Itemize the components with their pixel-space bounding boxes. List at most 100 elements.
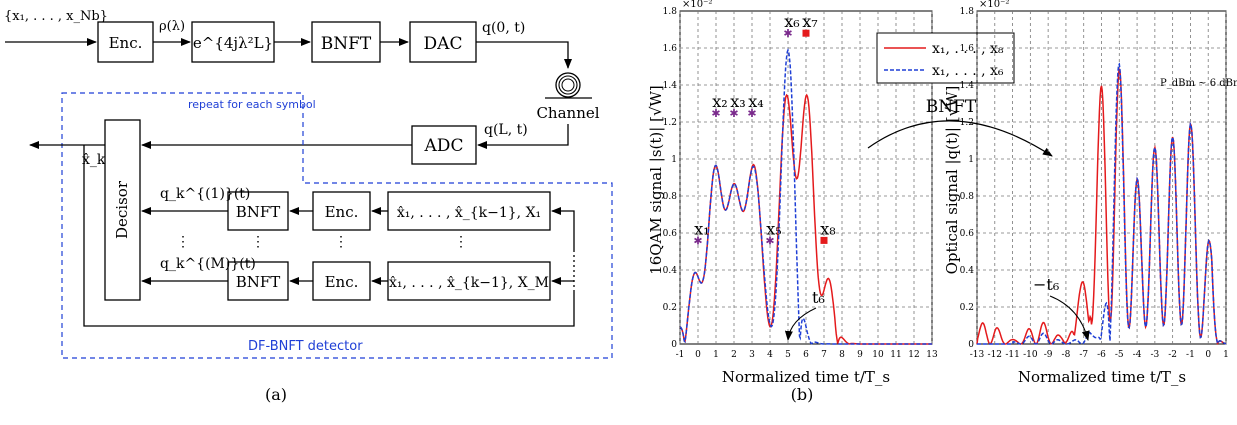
x-tick-label: 8 bbox=[839, 350, 845, 360]
left-xlabel: Normalized time t/T_s bbox=[722, 368, 890, 386]
x-tick-label: 0 bbox=[1205, 350, 1211, 360]
candidate-M-block bbox=[387, 261, 551, 301]
x-tick-label: -8 bbox=[1062, 350, 1071, 360]
svg-text:⋮: ⋮ bbox=[251, 234, 265, 250]
legend-label-red: x₁, . . . , x₈ bbox=[932, 41, 1004, 57]
left-series-x1-x6 bbox=[679, 48, 932, 345]
xhat-label: x̂_k bbox=[82, 152, 106, 168]
detector-label: DF-BNFT detector bbox=[248, 339, 363, 354]
x-tick-label: -4 bbox=[1133, 350, 1142, 360]
power-label: P_dBm ~ 6 dBm bbox=[1160, 78, 1237, 89]
repeat-region bbox=[61, 92, 613, 359]
y-tick-label: 0.2 bbox=[663, 303, 677, 313]
x-tick-label: 3 bbox=[749, 350, 755, 360]
legend: x₁, . . . , x₈ x₁, . . . , x₆ bbox=[876, 32, 1015, 84]
x-tick-label: 4 bbox=[767, 350, 773, 360]
y-tick-label: 1 bbox=[671, 155, 677, 165]
x-tick-label: -6 bbox=[1097, 350, 1106, 360]
x-tick-label: 0 bbox=[695, 350, 701, 360]
encoder-M-block bbox=[312, 261, 371, 301]
q1-label: q_k^{(1)}(t) bbox=[160, 186, 250, 202]
qL-label: q(L, t) bbox=[484, 122, 528, 138]
dispersion-label: e^{4jλ²L} bbox=[193, 34, 273, 52]
right-t6-annotation: −t₆ bbox=[1033, 275, 1059, 294]
block-diagram: {x₁, . . . , x_Nb} Enc. ρ(λ) e^{4jλ²L} B… bbox=[4, 9, 613, 404]
channel-label: Channel bbox=[536, 104, 599, 122]
chart-right: -13 -12 -11 -10 -9 -8 -7 -6 -5 -4 -3 -2 -1 0 100.20.40… bbox=[943, 0, 1237, 386]
adc-block bbox=[411, 125, 477, 165]
bnft-M-label: BNFT bbox=[236, 273, 281, 291]
qM-label: q_k^{(M)}(t) bbox=[160, 256, 256, 272]
x-tick-label: 13 bbox=[926, 350, 938, 360]
y-tick-label: 0.4 bbox=[960, 266, 975, 276]
bnft-tx-label: BNFT bbox=[321, 34, 372, 54]
input-label: {x₁, . . . , x_Nb} bbox=[4, 9, 108, 24]
dispersion-block bbox=[191, 21, 275, 63]
rho-label: ρ(λ) bbox=[159, 19, 185, 34]
symbol-label: x₇ bbox=[802, 12, 817, 31]
y-tick-label: 1.4 bbox=[663, 81, 678, 91]
x-tick-label: 10 bbox=[872, 350, 884, 360]
x-tick-label: -10 bbox=[1023, 350, 1038, 360]
left-t6-annotation: t₆ bbox=[812, 288, 825, 307]
channel-fiber-icon bbox=[545, 72, 592, 99]
x-tick-label: -1 bbox=[1186, 350, 1195, 360]
x-tick-label: 9 bbox=[857, 350, 863, 360]
y-tick-label: 1.8 bbox=[960, 7, 975, 17]
bnft-M-block bbox=[227, 261, 289, 301]
adc-label: ADC bbox=[424, 136, 464, 156]
y-tick-label: 0.4 bbox=[663, 266, 678, 276]
peak-marker: ✱ bbox=[765, 234, 774, 247]
peak-marker: ✱ bbox=[729, 107, 738, 120]
y-tick-label: 0 bbox=[968, 340, 974, 350]
encoder-label: Enc. bbox=[109, 34, 143, 52]
y-tick-label: 1.6 bbox=[960, 44, 975, 54]
y-tick-label: 0.6 bbox=[960, 229, 975, 239]
x-tick-label: -12 bbox=[988, 350, 1003, 360]
left-ticks: -1 0 1 2 3 4 5 6 7 8 9 10 11 12 1300.20.40.60.811.21.4… bbox=[663, 7, 938, 360]
svg-text:⋮: ⋮ bbox=[176, 234, 190, 250]
x-tick-label: 7 bbox=[821, 350, 827, 360]
chart-left: -1 0 1 2 3 4 5 6 7 8 9 10 11 12 1300.20.40.60.811.21.4… bbox=[647, 0, 938, 386]
symbol-label: x₆ bbox=[784, 12, 799, 31]
encoder-M-label: Enc. bbox=[325, 273, 359, 291]
svg-text:⋮: ⋮ bbox=[334, 234, 348, 250]
x-tick-label: -9 bbox=[1044, 350, 1053, 360]
symbol-label: x₅ bbox=[766, 219, 781, 238]
x-tick-label: 1 bbox=[1223, 350, 1229, 360]
x-tick-label: 5 bbox=[785, 350, 791, 360]
peak-marker: ✱ bbox=[693, 234, 702, 247]
x-tick-label: -13 bbox=[970, 350, 985, 360]
symbol-label: x₃ bbox=[730, 92, 745, 111]
ellipsis-dots: ⋮ ⋮ ⋮ ⋮ bbox=[176, 234, 468, 250]
y-tick-label: 0.6 bbox=[663, 229, 678, 239]
right-ticks: -13 -12 -11 -10 -9 -8 -7 -6 -5 -4 -3 -2 -1 0 100.20.40… bbox=[960, 7, 1229, 360]
q0-label: q(0, t) bbox=[482, 20, 525, 36]
legend-label-blue: x₁, . . . , x₆ bbox=[932, 63, 1004, 79]
candidate-M-label: x̂₁, . . . , x̂_{k−1}, X_M bbox=[389, 275, 549, 291]
y-tick-label: 0 bbox=[671, 340, 677, 350]
symbol-label: x₄ bbox=[748, 92, 763, 111]
peak-marker: ✱ bbox=[711, 107, 720, 120]
right-ylabel: Optical signal |q(t)| [√W] bbox=[943, 86, 961, 275]
dac-block bbox=[409, 21, 477, 63]
y-tick-label: 1.6 bbox=[663, 44, 678, 54]
symbol-label: x₁ bbox=[694, 219, 709, 238]
right-series-x1-x6 bbox=[977, 62, 1227, 346]
x-tick-label: -1 bbox=[676, 350, 685, 360]
x-tick-label: 2 bbox=[731, 350, 737, 360]
caption-a: (a) bbox=[265, 385, 287, 404]
x-tick-label: 6 bbox=[803, 350, 809, 360]
encoder-1-label: Enc. bbox=[325, 203, 359, 221]
dac-label: DAC bbox=[424, 34, 463, 54]
peak-marker bbox=[802, 29, 810, 37]
candidate-1-label: x̂₁, . . . , x̂_{k−1}, X₁ bbox=[397, 205, 541, 221]
y-tick-label: 1.4 bbox=[960, 81, 975, 91]
symbol-label: x₈ bbox=[820, 219, 835, 238]
y-tick-label: 1.8 bbox=[663, 7, 678, 17]
symbol-label: x₂ bbox=[712, 92, 727, 111]
right-grid bbox=[976, 11, 1227, 344]
repeat-label: repeat for each symbol bbox=[188, 98, 316, 111]
y-tick-label: 1 bbox=[968, 155, 974, 165]
